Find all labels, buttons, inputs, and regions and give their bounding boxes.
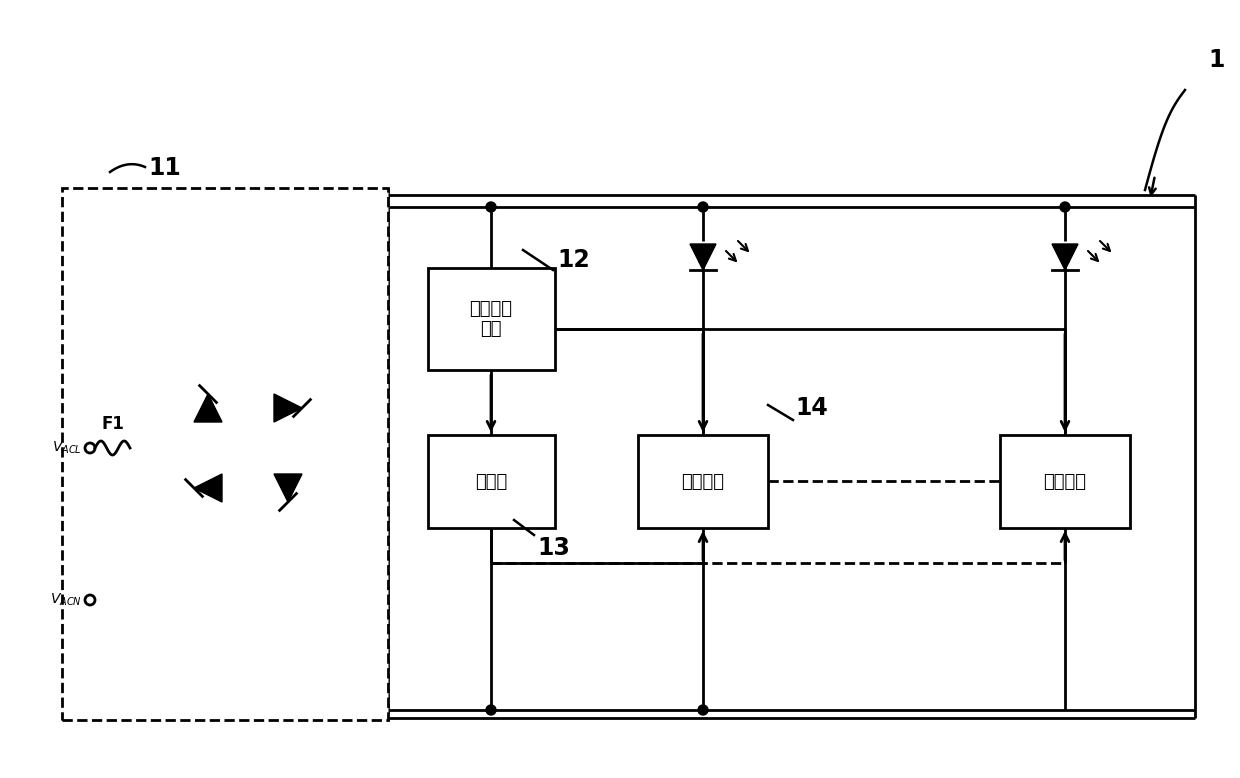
Text: F1: F1 xyxy=(102,415,124,433)
Polygon shape xyxy=(193,394,222,422)
Text: 12: 12 xyxy=(557,248,590,272)
Circle shape xyxy=(486,202,496,212)
Circle shape xyxy=(698,202,708,212)
Text: 1: 1 xyxy=(1208,48,1224,72)
Bar xyxy=(428,435,556,528)
Polygon shape xyxy=(274,474,303,502)
Text: 驱动模块: 驱动模块 xyxy=(682,472,724,490)
Polygon shape xyxy=(689,244,715,270)
Circle shape xyxy=(698,705,708,715)
Bar xyxy=(639,435,768,528)
Text: 14: 14 xyxy=(795,396,828,420)
Text: 单片机: 单片机 xyxy=(475,472,507,490)
Polygon shape xyxy=(274,394,303,422)
Text: $V_{ACN}$: $V_{ACN}$ xyxy=(50,592,82,608)
Text: 13: 13 xyxy=(537,536,570,560)
Text: 辅助供电
模块: 辅助供电 模块 xyxy=(470,300,512,338)
Text: 11: 11 xyxy=(148,156,181,180)
Circle shape xyxy=(1060,202,1070,212)
Circle shape xyxy=(486,705,496,715)
Bar xyxy=(428,268,556,370)
Text: $V_{ACL}$: $V_{ACL}$ xyxy=(52,440,82,456)
Bar xyxy=(999,435,1130,528)
Polygon shape xyxy=(193,474,222,502)
Polygon shape xyxy=(1052,244,1078,270)
Text: 驱动模块: 驱动模块 xyxy=(1044,472,1086,490)
Bar xyxy=(62,188,388,720)
